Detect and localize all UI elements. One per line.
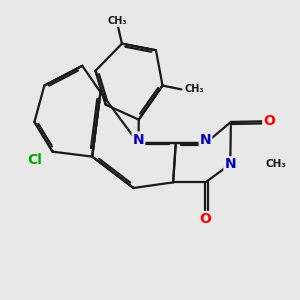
Text: N: N [224, 157, 236, 171]
Text: O: O [200, 212, 211, 226]
Text: CH₃: CH₃ [184, 84, 204, 94]
Text: O: O [263, 114, 275, 128]
Text: N: N [133, 133, 144, 146]
Text: Cl: Cl [28, 153, 43, 167]
Text: N: N [200, 133, 211, 147]
Text: CH₃: CH₃ [265, 159, 286, 169]
Text: CH₃: CH₃ [108, 16, 127, 26]
